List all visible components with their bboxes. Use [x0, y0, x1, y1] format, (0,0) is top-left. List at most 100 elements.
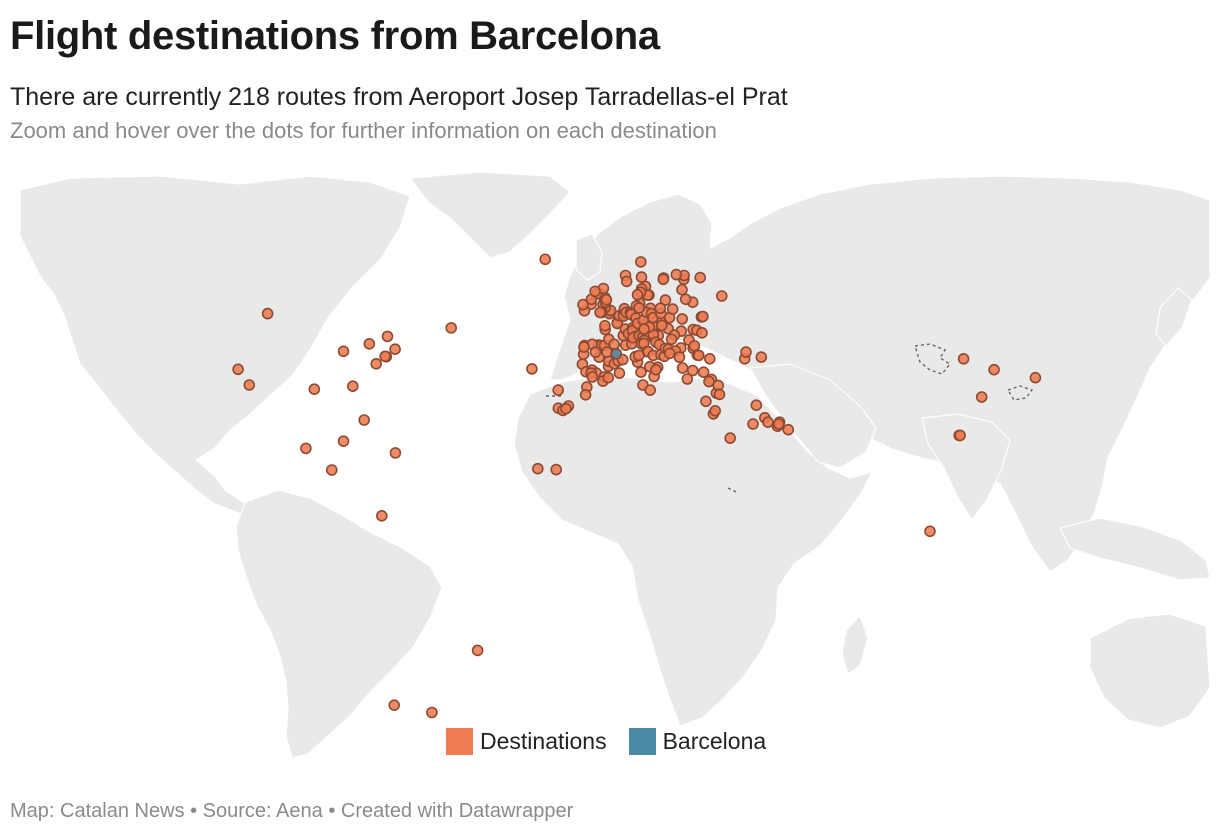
destination-dot[interactable] [232, 363, 244, 376]
destination-dot[interactable] [655, 319, 668, 332]
destination-dot[interactable] [644, 384, 657, 396]
destination-dot[interactable] [635, 366, 647, 378]
destination-dot[interactable] [586, 371, 599, 383]
destination-dot[interactable] [676, 283, 688, 296]
destination-dot[interactable] [747, 418, 759, 430]
destination-dot[interactable] [924, 525, 936, 538]
destination-dot[interactable] [325, 464, 338, 476]
destination-dot[interactable] [654, 302, 667, 315]
destination-dot[interactable] [379, 350, 391, 363]
destinations-layer[interactable] [232, 253, 1042, 719]
destination-dot[interactable] [709, 405, 722, 417]
disputed-border-kashmir [914, 343, 952, 375]
europe-asia-landmass [549, 175, 1210, 573]
destination-dot[interactable] [243, 379, 256, 391]
destination-dot[interactable] [713, 388, 726, 401]
destination-dot[interactable] [308, 383, 321, 395]
destination-dot[interactable] [620, 275, 633, 288]
destination-dot[interactable] [346, 380, 359, 392]
destination-dot[interactable] [772, 418, 785, 430]
destination-dot[interactable] [676, 313, 689, 325]
destination-dot[interactable] [363, 338, 376, 350]
destination-dot[interactable] [657, 273, 670, 286]
destination-dot[interactable] [715, 290, 728, 302]
destination-dot[interactable] [589, 346, 602, 358]
destination-dot[interactable] [724, 432, 737, 444]
destination-dot[interactable] [375, 509, 388, 522]
destination-dot[interactable] [638, 323, 650, 335]
destination-dot[interactable] [608, 338, 621, 351]
destination-dot[interactable] [988, 363, 1000, 376]
destination-dot[interactable] [560, 402, 572, 415]
destination-dot[interactable] [370, 358, 383, 370]
destination-dot[interactable] [471, 644, 484, 657]
destination-dot[interactable] [426, 706, 438, 719]
destination-dot[interactable] [389, 447, 402, 459]
destination-dot[interactable] [666, 303, 679, 315]
destination-dot[interactable] [599, 320, 611, 332]
destination-dot[interactable] [337, 435, 350, 448]
chart-title: Flight destinations from Barcelona [10, 14, 660, 58]
destination-dot[interactable] [300, 442, 312, 455]
destination-dot[interactable] [539, 253, 552, 266]
destination-dot[interactable] [686, 364, 699, 377]
destination-dot[interactable] [594, 306, 606, 319]
destination-dot[interactable] [650, 363, 662, 376]
destination-dot[interactable] [954, 429, 966, 442]
destination-dot[interactable] [740, 346, 752, 358]
destination-dot[interactable] [665, 333, 678, 346]
destination-dot[interactable] [261, 307, 274, 320]
destination-dot[interactable] [381, 330, 394, 343]
destination-dot[interactable] [579, 389, 592, 401]
destination-dot[interactable] [600, 293, 613, 306]
destination-dot[interactable] [663, 347, 676, 360]
origin-layer[interactable] [610, 348, 623, 360]
destination-dot[interactable] [632, 349, 645, 362]
destination-dot[interactable] [681, 373, 694, 385]
destination-dot[interactable] [694, 271, 707, 284]
destination-dot[interactable] [389, 343, 401, 355]
legend: Destinations Barcelona [446, 728, 766, 755]
destination-dot[interactable] [578, 341, 590, 353]
destination-dot[interactable] [750, 399, 763, 411]
destination-dot[interactable] [613, 367, 626, 379]
destination-dot[interactable] [531, 462, 544, 475]
destination-dot[interactable] [633, 302, 645, 314]
destination-dot[interactable] [659, 294, 672, 306]
destination-dot[interactable] [631, 288, 644, 301]
destination-dot[interactable] [975, 391, 988, 403]
destination-dot[interactable] [673, 351, 686, 363]
destination-dot[interactable] [550, 463, 563, 476]
destination-dot[interactable] [676, 362, 689, 374]
map-canvas[interactable] [10, 168, 1210, 760]
destination-dot[interactable] [700, 395, 712, 408]
destination-dot[interactable] [696, 327, 708, 339]
destination-dot[interactable] [552, 384, 565, 396]
destination-dot[interactable] [634, 256, 647, 268]
destination-dot[interactable] [602, 371, 615, 384]
barcelona-origin-dot[interactable] [610, 348, 623, 360]
destination-dot[interactable] [957, 353, 970, 365]
destination-dot[interactable] [703, 353, 716, 365]
world-map[interactable] [10, 168, 1210, 760]
destination-dot[interactable] [692, 349, 705, 362]
destination-dot[interactable] [697, 310, 709, 323]
destination-dot[interactable] [337, 345, 350, 358]
madagascar-landmass [841, 614, 869, 675]
footer-map-credit: Map: Catalan News [10, 800, 185, 822]
footer-separator: • [190, 800, 198, 822]
destination-dot[interactable] [679, 293, 692, 306]
destination-dot[interactable] [445, 322, 458, 334]
destination-dot[interactable] [589, 285, 601, 298]
destination-dot[interactable] [1029, 371, 1042, 384]
destination-dot[interactable] [388, 699, 401, 712]
destination-dot[interactable] [358, 414, 371, 426]
destination-dot[interactable] [697, 366, 710, 378]
destination-dot[interactable] [670, 268, 683, 281]
destination-dot[interactable] [755, 351, 768, 363]
destination-dot[interactable] [577, 298, 589, 311]
destination-dot[interactable] [762, 416, 774, 428]
destination-dot[interactable] [782, 423, 795, 436]
destination-dot[interactable] [526, 363, 538, 375]
destination-dot[interactable] [635, 271, 648, 283]
